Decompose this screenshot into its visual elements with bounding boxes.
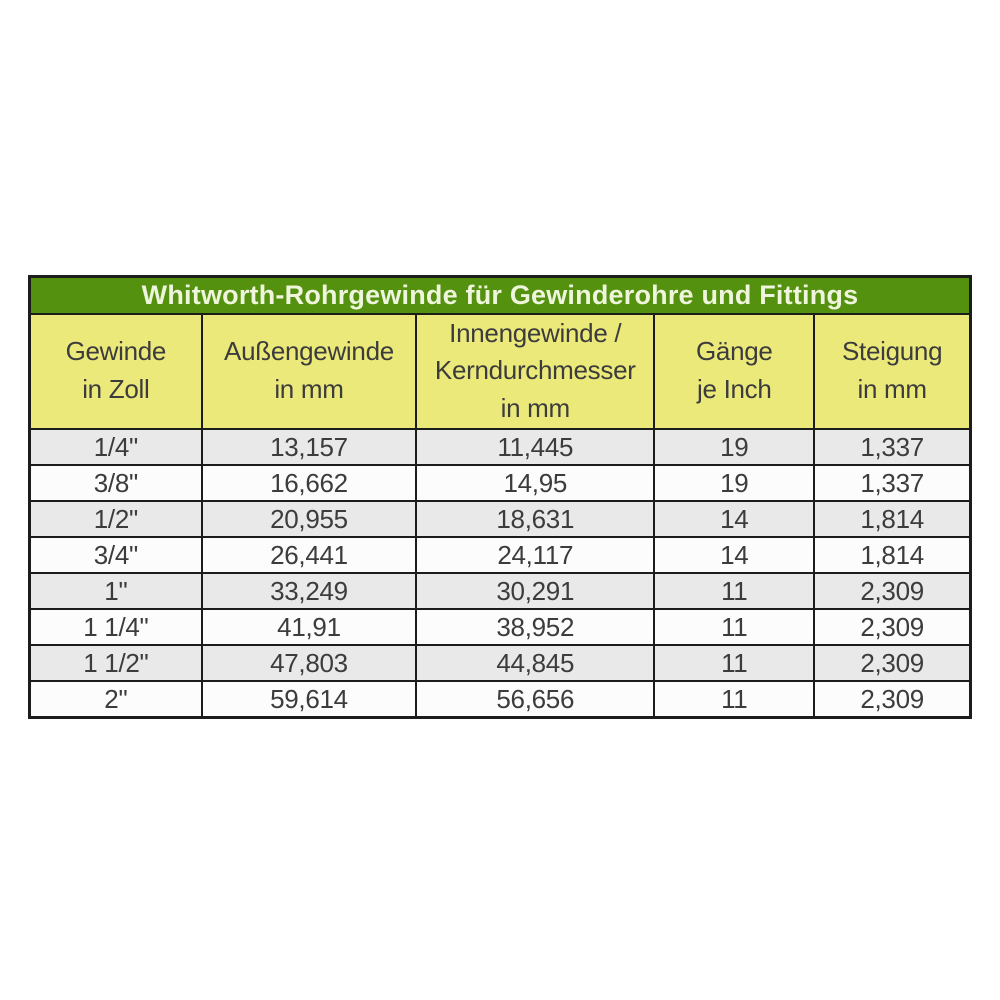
cell-aussengewinde: 26,441 [200, 536, 418, 575]
cell-innengewinde: 18,631 [415, 500, 656, 539]
header-innengewinde: Innengewinde / Kerndurchmesser in mm [415, 312, 656, 431]
cell-steigung: 1,337 [813, 428, 972, 467]
cell-innengewinde: 56,656 [415, 680, 656, 719]
table-row: 3/4" 26,441 24,117 14 1,814 [28, 536, 972, 575]
table-row: 1/4" 13,157 11,445 19 1,337 [28, 428, 972, 467]
whitworth-thread-table: Whitworth-Rohrgewinde für Gewinderohre u… [28, 275, 972, 719]
cell-gewinde-zoll: 1" [28, 572, 203, 611]
table-title: Whitworth-Rohrgewinde für Gewinderohre u… [28, 275, 972, 315]
cell-innengewinde: 24,117 [415, 536, 656, 575]
cell-gewinde-zoll: 1/2" [28, 500, 203, 539]
cell-gaenge: 11 [653, 680, 816, 719]
cell-steigung: 2,309 [813, 680, 972, 719]
cell-innengewinde: 44,845 [415, 644, 656, 683]
cell-steigung: 2,309 [813, 644, 972, 683]
cell-aussengewinde: 13,157 [200, 428, 418, 467]
cell-aussengewinde: 47,803 [200, 644, 418, 683]
cell-gewinde-zoll: 1 1/2" [28, 644, 203, 683]
cell-steigung: 1,814 [813, 536, 972, 575]
cell-steigung: 1,337 [813, 464, 972, 503]
cell-aussengewinde: 33,249 [200, 572, 418, 611]
cell-gaenge: 19 [653, 464, 816, 503]
thread-table-sheet: Whitworth-Rohrgewinde für Gewinderohre u… [28, 275, 972, 719]
cell-gewinde-zoll: 3/4" [28, 536, 203, 575]
cell-gewinde-zoll: 3/8" [28, 464, 203, 503]
cell-innengewinde: 14,95 [415, 464, 656, 503]
cell-innengewinde: 30,291 [415, 572, 656, 611]
table-row: 1 1/2" 47,803 44,845 11 2,309 [28, 644, 972, 683]
header-aussengewinde: Außengewinde in mm [200, 312, 418, 431]
cell-gewinde-zoll: 1/4" [28, 428, 203, 467]
cell-aussengewinde: 16,662 [200, 464, 418, 503]
cell-gaenge: 11 [653, 644, 816, 683]
cell-gewinde-zoll: 2" [28, 680, 203, 719]
cell-aussengewinde: 59,614 [200, 680, 418, 719]
table-row: 1" 33,249 30,291 11 2,309 [28, 572, 972, 611]
cell-gaenge: 11 [653, 572, 816, 611]
header-gewinde-zoll: Gewinde in Zoll [28, 312, 203, 431]
table-row: 1 1/4" 41,91 38,952 11 2,309 [28, 608, 972, 647]
cell-innengewinde: 11,445 [415, 428, 656, 467]
cell-steigung: 2,309 [813, 572, 972, 611]
cell-gaenge: 19 [653, 428, 816, 467]
cell-steigung: 1,814 [813, 500, 972, 539]
table-row: 1/2" 20,955 18,631 14 1,814 [28, 500, 972, 539]
header-steigung: Steigung in mm [813, 312, 972, 431]
cell-innengewinde: 38,952 [415, 608, 656, 647]
table-header-row: Gewinde in Zoll Außengewinde in mm Innen… [28, 312, 972, 431]
cell-gaenge: 14 [653, 500, 816, 539]
table-row: 3/8" 16,662 14,95 19 1,337 [28, 464, 972, 503]
header-gaenge-je-inch: Gänge je Inch [653, 312, 816, 431]
table-row: 2" 59,614 56,656 11 2,309 [28, 680, 972, 719]
cell-gaenge: 14 [653, 536, 816, 575]
cell-gaenge: 11 [653, 608, 816, 647]
cell-aussengewinde: 20,955 [200, 500, 418, 539]
cell-aussengewinde: 41,91 [200, 608, 418, 647]
cell-steigung: 2,309 [813, 608, 972, 647]
cell-gewinde-zoll: 1 1/4" [28, 608, 203, 647]
table-title-row: Whitworth-Rohrgewinde für Gewinderohre u… [28, 275, 972, 315]
